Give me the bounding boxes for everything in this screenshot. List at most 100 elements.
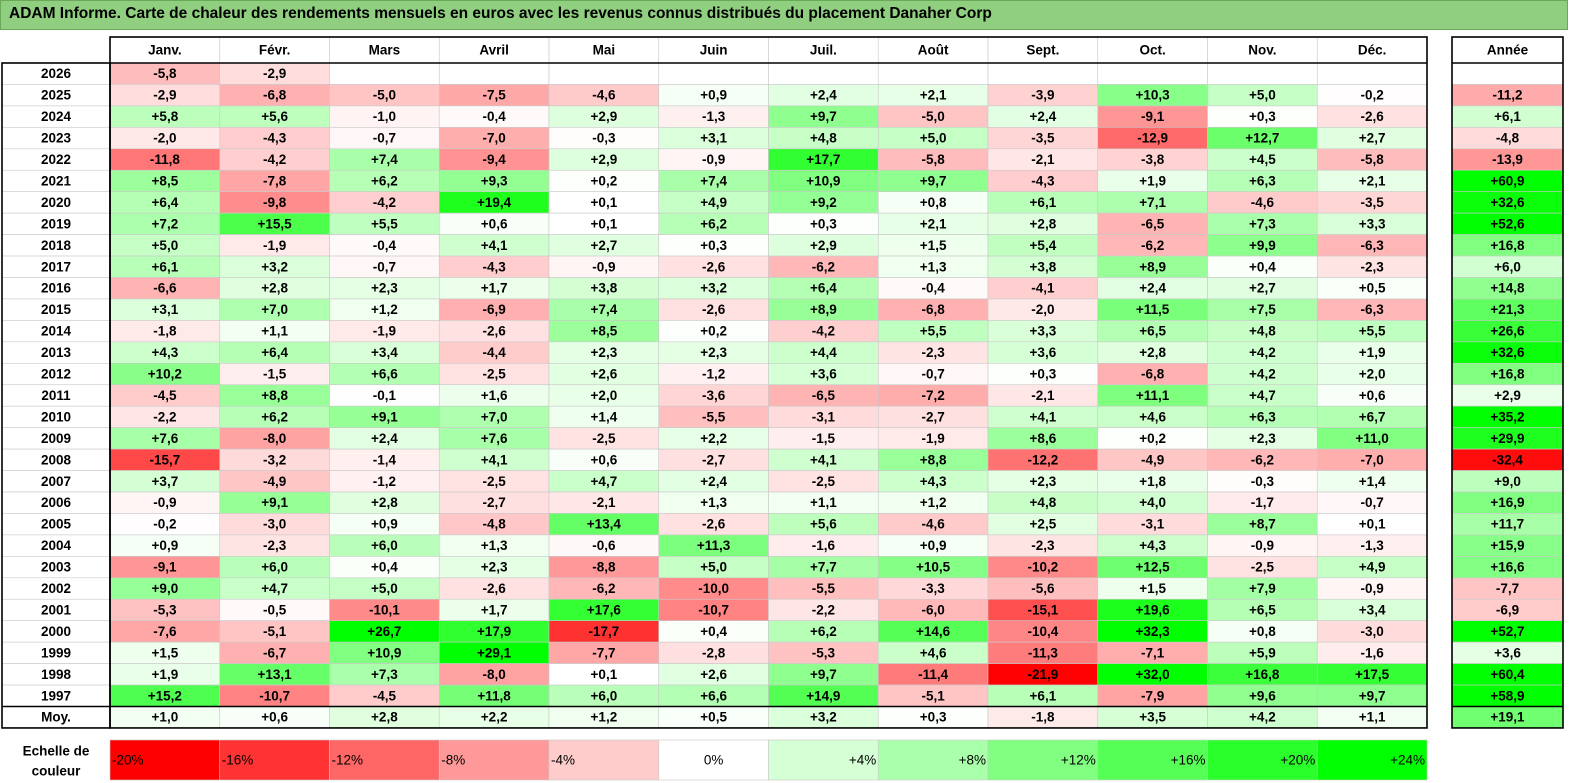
heatmap-cell-value: +2,9 [810,238,837,253]
heatmap-cell-value: +2,4 [1030,109,1057,124]
heatmap-cell-value: -6,0 [921,602,944,617]
scale-swatch [1097,739,1208,781]
heatmap-cell-value: -0,1 [373,388,397,403]
heatmap-cell-value: +4,2 [1249,345,1276,360]
heatmap-cell [768,62,879,85]
annual-frame [1451,36,1564,729]
heatmap-cell-value: +0,8 [920,195,947,210]
heatmap-cell-value: +6,5 [1249,602,1276,617]
heatmap-cell-value: +2,7 [1249,281,1276,296]
heatmap-cell-value: -0,5 [263,602,287,617]
heatmap-cell-value: -7,2 [921,388,944,403]
scale-swatch [109,739,221,781]
annual-cell-value: +29,9 [1490,431,1524,446]
heatmap-cell-value: -1,6 [1360,645,1384,660]
heatmap-cell-value: +6,4 [152,195,179,210]
month-header-label: Févr. [259,43,291,58]
heatmap-cell-value: +29,1 [477,645,512,660]
heatmap-cell-value: +2,7 [1359,131,1386,146]
heatmap-cell-value: +6,2 [700,216,727,231]
heatmap-cell-value: +3,6 [810,367,837,382]
month-header-cell [1316,36,1428,64]
heatmap-cell-value: -3,0 [263,517,286,532]
heatmap-cell-value: +15,2 [148,688,182,703]
heatmap-cell-value: +2,0 [591,388,618,403]
heatmap-cell-value: +2,1 [920,88,947,103]
heatmap-cell-value: -6,8 [1141,367,1165,382]
heatmap-cell-value: -2,6 [1360,109,1384,124]
heatmap-cell-value: +3,2 [700,281,727,296]
heatmap-cell-value: -6,3 [1360,238,1384,253]
row-year-label: 2023 [41,131,72,146]
heatmap-cell-value: +3,1 [152,302,179,317]
heatmap-cell-value: -0,7 [373,131,396,146]
heatmap-cell-value: +8,8 [920,452,947,467]
heatmap-cell-value: -5,8 [921,152,945,167]
heatmap-cell-value: -0,9 [592,259,615,274]
heatmap-cell-value: -6,3 [1360,302,1384,317]
heatmap-cell-value: -4,1 [1031,281,1055,296]
annual-cell-value: +14,8 [1490,281,1525,296]
month-header-label: Avril [479,43,509,58]
heatmap-cell-value: +1,1 [1359,710,1386,725]
month-header-cell [548,36,660,64]
heatmap-cell-value: +6,2 [261,409,288,424]
annual-cell-value: +6,0 [1494,259,1521,274]
annual-cell-value: +16,9 [1490,495,1524,510]
heatmap-cell-value: +2,9 [591,109,618,124]
heatmap-cell-value: -8,0 [263,431,286,446]
heatmap-cell-value: +5,0 [371,581,398,596]
scale-swatch [877,739,989,781]
month-header-label: Mars [369,43,401,58]
heatmap-cell [1316,62,1428,85]
heatmap-cell-value: +17,7 [806,152,840,167]
scale-swatch-label: +24% [1390,753,1425,768]
heatmap-cell-value: -3,9 [1031,88,1054,103]
row-year-label: 2018 [41,238,72,253]
months-frame [109,36,1428,729]
heatmap-cell-value: +0,2 [700,324,727,339]
heatmap-cell-value: +1,3 [481,538,508,553]
heatmap-cell-value: -5,8 [1360,152,1384,167]
heatmap-cell-value: -7,5 [482,88,506,103]
row-year-label: 2015 [41,302,72,317]
row-year-label: 2003 [41,560,72,575]
heatmap-cell-value: +3,5 [1139,710,1166,725]
heatmap-cell-value: +5,9 [1249,645,1276,660]
heatmap-cell-value: +6,1 [1030,688,1057,703]
heatmap-cell-value: +9,7 [920,173,947,188]
heatmap-cell-value: -0,9 [153,495,176,510]
scale-swatch [329,739,440,781]
heatmap-cell-value: -0,9 [1360,581,1383,596]
heatmap-cell-value: -2,2 [812,602,835,617]
heatmap-cell-value: +7,4 [700,173,727,188]
scale-swatch-label: +4% [849,753,876,768]
heatmap-cell-value: -7,1 [1141,645,1165,660]
heatmap-cell-value: -4,5 [153,388,177,403]
heatmap-cell-value: -4,9 [1141,452,1164,467]
heatmap-cell-value: -2,7 [702,452,725,467]
heatmap-cell-value: +0,4 [1249,259,1276,274]
heatmap-cell-value: -3,1 [1141,517,1165,532]
heatmap-cell-value: +2,4 [700,474,727,489]
annual-cell-value: +32,6 [1490,345,1525,360]
heatmap-cell-value: +5,0 [1249,88,1276,103]
heatmap-cell-value: -2,3 [263,538,287,553]
heatmap-cell-value: +0,6 [481,216,508,231]
title-bar: ADAM Informe. Carte de chaleur des rende… [0,0,1568,30]
heatmap-cell-value: +2,4 [810,88,837,103]
heatmap-cell-value: +4,3 [920,474,947,489]
annual-cell-value: -4,8 [1496,131,1520,146]
heatmap-cell-value: -2,5 [482,474,506,489]
heatmap-cell-value: -0,3 [592,131,616,146]
heatmap-cell-value: -0,4 [373,238,397,253]
heatmap-cell-value: -3,3 [921,581,945,596]
scale-swatch-label: -8% [441,753,465,768]
heatmap-cell-value: +13,4 [587,517,622,532]
heatmap-cell-value: +2,4 [371,431,398,446]
heatmap-cell-value: +11,3 [697,538,731,553]
heatmap-cell-value: -12,9 [1137,131,1168,146]
heatmap-cell-value: +2,1 [920,216,947,231]
heatmap-cell-value: -3,1 [812,409,836,424]
